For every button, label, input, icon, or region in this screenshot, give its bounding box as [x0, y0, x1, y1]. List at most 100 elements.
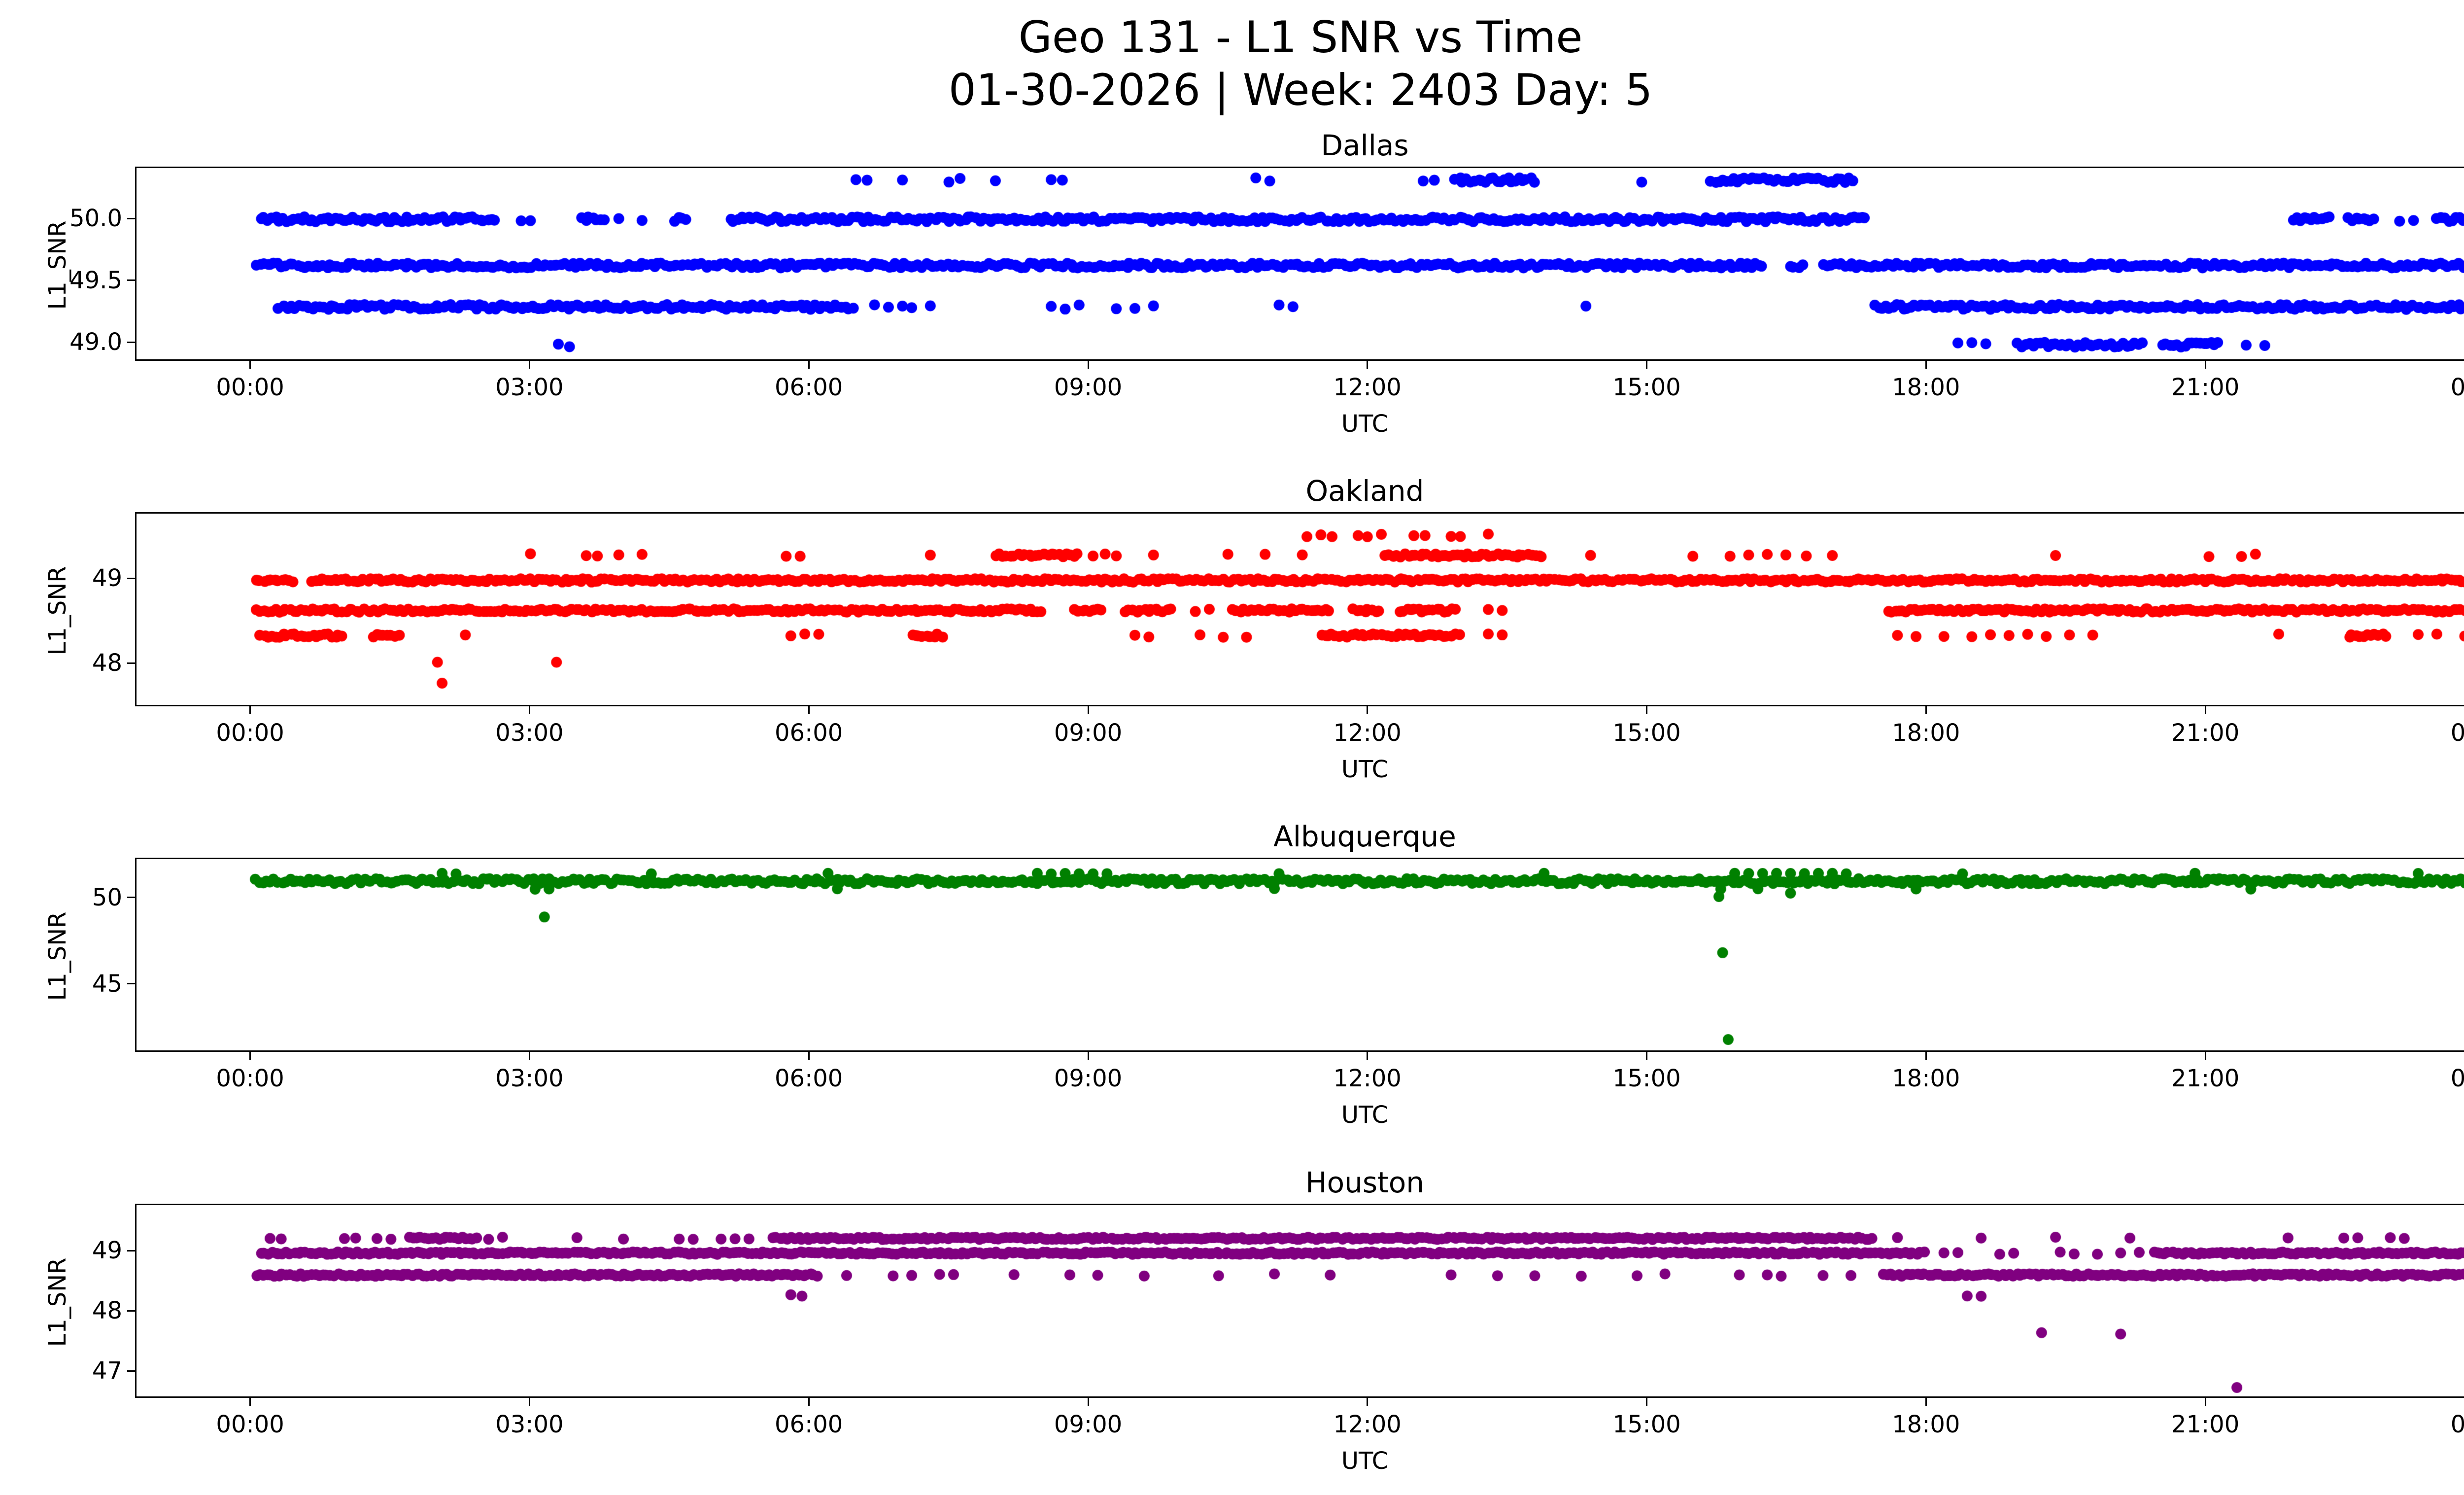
x-tick-mark [249, 361, 251, 369]
x-axis-label-oakland: UTC [1341, 756, 1389, 783]
y-tick-mark [127, 1370, 135, 1372]
x-tick-mark [528, 706, 530, 714]
x-tick-label: 21:00 [2171, 719, 2240, 747]
x-tick-mark [1087, 361, 1089, 369]
x-tick-label: 09:00 [1054, 719, 1123, 747]
x-tick-label: 09:00 [1054, 1411, 1123, 1438]
x-tick-label: 18:00 [1892, 374, 1960, 401]
x-tick-label: 00:00 [216, 1411, 284, 1438]
x-tick-label: 18:00 [1892, 719, 1960, 747]
plot-title-albuquerque: Albuquerque [1273, 820, 1456, 853]
y-tick-label: 48 [92, 649, 122, 677]
y-tick-mark [127, 577, 135, 579]
x-tick-label: 06:00 [775, 374, 843, 401]
x-tick-mark [249, 706, 251, 714]
x-tick-label: 15:00 [1612, 1411, 1681, 1438]
y-tick-label: 47 [92, 1357, 122, 1385]
x-tick-label: 03:00 [495, 374, 564, 401]
y-tick-mark [127, 983, 135, 985]
x-tick-mark [1087, 1398, 1089, 1406]
plot-area-albuquerque [135, 858, 2464, 1052]
x-tick-label: 21:00 [2171, 1411, 2240, 1438]
x-tick-label: 00:00 [2450, 374, 2464, 401]
x-axis-label-houston: UTC [1341, 1447, 1389, 1475]
x-tick-mark [808, 706, 810, 714]
plot-title-oakland: Oakland [1305, 474, 1424, 508]
x-tick-label: 06:00 [775, 1411, 843, 1438]
x-tick-label: 00:00 [216, 719, 284, 747]
y-tick-label: 49.0 [69, 328, 122, 356]
x-tick-label: 12:00 [1333, 1411, 1402, 1438]
scatter-canvas-oakland [137, 514, 2464, 705]
y-tick-mark [127, 662, 135, 664]
y-tick-label: 49 [92, 1237, 122, 1265]
x-tick-mark [1367, 1052, 1369, 1060]
y-tick-label: 45 [92, 970, 122, 998]
x-tick-mark [528, 1052, 530, 1060]
scatter-canvas-dallas [137, 168, 2464, 359]
scatter-canvas-albuquerque [137, 859, 2464, 1050]
x-tick-mark [249, 1398, 251, 1406]
x-tick-label: 03:00 [495, 1065, 564, 1092]
x-tick-label: 21:00 [2171, 1065, 2240, 1092]
x-tick-mark [249, 1052, 251, 1060]
x-tick-mark [1367, 706, 1369, 714]
x-tick-mark [1925, 706, 1927, 714]
x-tick-label: 00:00 [2450, 1065, 2464, 1092]
y-tick-label: 49 [92, 564, 122, 592]
x-tick-label: 09:00 [1054, 1065, 1123, 1092]
x-tick-label: 18:00 [1892, 1411, 1960, 1438]
plot-title-houston: Houston [1305, 1166, 1425, 1199]
x-tick-label: 21:00 [2171, 374, 2240, 401]
x-tick-mark [1646, 1052, 1647, 1060]
x-tick-mark [2204, 1052, 2206, 1060]
x-tick-label: 12:00 [1333, 374, 1402, 401]
x-axis-label-albuquerque: UTC [1341, 1101, 1389, 1129]
y-tick-mark [127, 279, 135, 281]
figure-title: Geo 131 - L1 SNR vs Time 01-30-2026 | We… [0, 11, 2464, 117]
x-tick-label: 00:00 [216, 374, 284, 401]
x-tick-label: 15:00 [1612, 1065, 1681, 1092]
x-tick-label: 09:00 [1054, 374, 1123, 401]
x-tick-label: 03:00 [495, 1411, 564, 1438]
x-tick-mark [1925, 361, 1927, 369]
figure-title-line1: Geo 131 - L1 SNR vs Time [1018, 12, 1583, 63]
x-tick-mark [1646, 361, 1647, 369]
x-tick-label: 06:00 [775, 1065, 843, 1092]
plot-area-oakland [135, 512, 2464, 706]
x-tick-mark [1646, 706, 1647, 714]
x-tick-mark [2204, 1398, 2206, 1406]
y-tick-label: 49.5 [69, 266, 122, 294]
x-tick-mark [808, 1398, 810, 1406]
x-tick-mark [808, 1052, 810, 1060]
plot-area-dallas [135, 167, 2464, 361]
x-tick-mark [1925, 1052, 1927, 1060]
y-tick-label: 50 [92, 883, 122, 911]
figure-title-line2: 01-30-2026 | Week: 2403 Day: 5 [948, 65, 1653, 116]
x-tick-mark [1367, 1398, 1369, 1406]
x-tick-label: 00:00 [216, 1065, 284, 1092]
plot-area-houston [135, 1204, 2464, 1398]
y-tick-mark [127, 1310, 135, 1312]
x-tick-label: 15:00 [1612, 374, 1681, 401]
y-tick-label: 48 [92, 1297, 122, 1325]
x-tick-label: 18:00 [1892, 1065, 1960, 1092]
x-tick-label: 00:00 [2450, 719, 2464, 747]
plot-title-dallas: Dallas [1321, 129, 1409, 162]
x-tick-label: 00:00 [2450, 1411, 2464, 1438]
x-tick-mark [2204, 706, 2206, 714]
x-tick-mark [1367, 361, 1369, 369]
x-tick-mark [2204, 361, 2206, 369]
x-tick-label: 12:00 [1333, 1065, 1402, 1092]
x-axis-label-dallas: UTC [1341, 410, 1389, 438]
x-tick-mark [1087, 706, 1089, 714]
x-tick-mark [1925, 1398, 1927, 1406]
x-tick-mark [528, 1398, 530, 1406]
x-tick-label: 12:00 [1333, 719, 1402, 747]
y-tick-label: 50.0 [69, 205, 122, 233]
x-tick-label: 03:00 [495, 719, 564, 747]
y-axis-label-oakland: L1_SNR [44, 566, 71, 656]
x-tick-label: 15:00 [1612, 719, 1681, 747]
x-tick-mark [1087, 1052, 1089, 1060]
y-tick-mark [127, 1250, 135, 1252]
